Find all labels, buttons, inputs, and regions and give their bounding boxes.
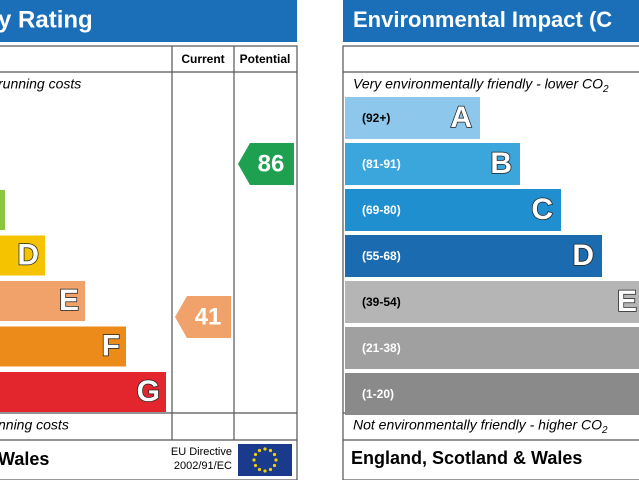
eu-star	[253, 452, 258, 457]
title-bar	[343, 0, 639, 42]
title-bar	[0, 0, 297, 42]
band-range: (92+)	[362, 111, 390, 125]
subscript: 2	[602, 84, 609, 95]
rating-value: 86	[258, 150, 285, 177]
eu-star	[257, 448, 262, 453]
eu-text: 2002/91/EC	[174, 460, 232, 472]
footer: Wales	[0, 449, 49, 469]
band-letter: D	[572, 239, 594, 272]
band	[345, 97, 480, 139]
band-range: (39-54)	[362, 295, 401, 309]
footer: England, Scotland & Wales	[351, 448, 582, 468]
eu-star	[268, 467, 273, 472]
eu-text: EU Directive	[171, 446, 232, 458]
note: Very environmentally friendly - lower CO…	[353, 76, 609, 95]
eu-star	[263, 469, 267, 473]
eu-star	[253, 463, 258, 468]
rating-arrow	[175, 296, 231, 338]
rating-value: 41	[195, 303, 222, 330]
band-letter: G	[137, 375, 160, 408]
band-range: (55-68)	[362, 249, 401, 263]
band-letter: E	[59, 284, 79, 317]
band	[345, 143, 520, 185]
note: nning costs	[0, 417, 69, 433]
band	[0, 326, 126, 367]
band-range: (1-20)	[362, 387, 394, 401]
band-range: (81-91)	[362, 157, 401, 171]
eu-star	[272, 452, 277, 457]
eu-star	[268, 448, 273, 453]
eu-star	[257, 467, 262, 472]
band	[0, 281, 85, 321]
title: y Rating	[0, 6, 93, 33]
band-letter: D	[17, 238, 39, 271]
title: Environmental Impact (C	[353, 7, 612, 32]
band-letter: C	[531, 193, 553, 226]
band	[345, 327, 639, 369]
band-range: (69-80)	[362, 203, 401, 217]
band-letter: F	[102, 329, 120, 362]
eu-star	[263, 447, 267, 451]
band	[0, 190, 5, 230]
note: Not environmentally friendly - higher CO…	[353, 417, 608, 436]
column-header: Potential	[240, 52, 291, 66]
rating-arrow	[238, 143, 294, 185]
note: running costs	[0, 76, 81, 92]
eu-star	[274, 458, 278, 462]
band-letter: E	[617, 285, 637, 318]
band	[345, 373, 639, 415]
band	[345, 235, 602, 277]
eu-star	[252, 458, 256, 462]
eu-star	[272, 463, 277, 468]
subscript: 2	[601, 425, 608, 436]
band-letter: A	[450, 101, 472, 134]
band-letter: B	[490, 147, 512, 180]
band	[0, 235, 45, 276]
band	[0, 372, 166, 412]
band	[345, 281, 639, 323]
band-range: (21-38)	[362, 341, 401, 355]
band	[345, 189, 561, 231]
column-header: Current	[181, 52, 224, 66]
